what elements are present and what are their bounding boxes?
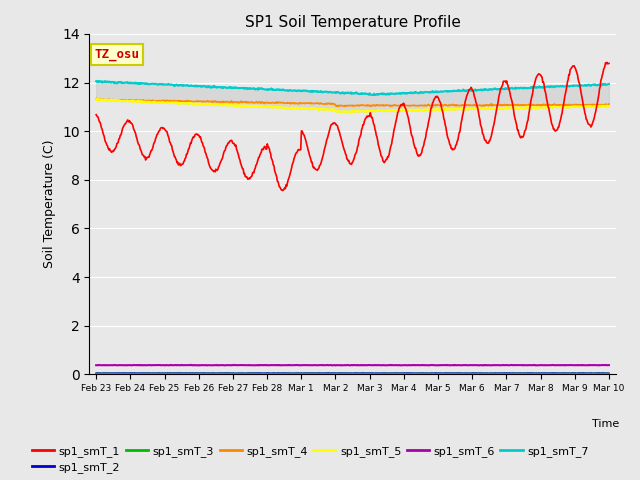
sp1_smT_4 — [605, 101, 612, 107]
sp1_smT_1 — [152, 134, 160, 140]
sp1_smT_5 — [406, 107, 414, 113]
sp1_smT_6 — [332, 362, 339, 368]
sp1_smT_1 — [292, 150, 300, 156]
sp1_smT_5 — [92, 96, 100, 102]
sp1_smT_5 — [348, 109, 355, 115]
sp1_smT_3 — [435, 371, 443, 376]
sp1_smT_2 — [247, 370, 255, 376]
sp1_smT_4 — [92, 96, 100, 102]
sp1_smT_5 — [153, 99, 161, 105]
sp1_smT_6 — [273, 362, 280, 368]
Line: sp1_smT_5: sp1_smT_5 — [96, 99, 609, 112]
sp1_smT_6 — [605, 362, 612, 368]
Title: SP1 Soil Temperature Profile: SP1 Soil Temperature Profile — [244, 15, 460, 30]
sp1_smT_4 — [435, 102, 443, 108]
sp1_smT_7 — [605, 81, 612, 87]
sp1_smT_1 — [272, 172, 280, 178]
sp1_smT_2 — [605, 371, 612, 376]
Line: sp1_smT_1: sp1_smT_1 — [96, 62, 609, 191]
sp1_smT_5 — [273, 105, 280, 110]
sp1_smT_7 — [95, 78, 102, 84]
sp1_smT_6 — [92, 362, 100, 368]
sp1_smT_3 — [145, 371, 153, 376]
sp1_smT_3 — [273, 371, 280, 376]
sp1_smT_1 — [279, 188, 287, 193]
sp1_smT_1 — [605, 60, 612, 66]
sp1_smT_2 — [435, 370, 442, 376]
sp1_smT_2 — [152, 371, 160, 376]
sp1_smT_6 — [248, 362, 255, 368]
sp1_smT_6 — [292, 362, 300, 368]
sp1_smT_4 — [273, 99, 280, 105]
sp1_smT_6 — [406, 362, 414, 368]
sp1_smT_5 — [292, 106, 300, 111]
sp1_smT_1 — [603, 60, 611, 65]
sp1_smT_2 — [315, 371, 323, 376]
sp1_smT_2 — [292, 371, 300, 376]
sp1_smT_7 — [370, 92, 378, 98]
sp1_smT_4 — [153, 98, 161, 104]
sp1_smT_3 — [419, 371, 426, 377]
sp1_smT_3 — [92, 371, 100, 376]
sp1_smT_7 — [92, 78, 100, 84]
sp1_smT_5 — [248, 103, 255, 108]
sp1_smT_4 — [387, 104, 394, 109]
Y-axis label: Soil Temperature (C): Soil Temperature (C) — [44, 140, 56, 268]
sp1_smT_4 — [406, 103, 414, 108]
sp1_smT_2 — [92, 371, 100, 376]
sp1_smT_3 — [605, 371, 612, 376]
sp1_smT_5 — [94, 96, 102, 102]
sp1_smT_3 — [248, 371, 255, 376]
sp1_smT_3 — [406, 371, 413, 376]
sp1_smT_2 — [406, 371, 413, 376]
sp1_smT_7 — [292, 88, 300, 94]
sp1_smT_5 — [605, 103, 612, 109]
sp1_smT_7 — [273, 87, 280, 93]
sp1_smT_4 — [292, 101, 300, 107]
sp1_smT_7 — [435, 89, 443, 95]
sp1_smT_7 — [406, 90, 414, 96]
sp1_smT_6 — [152, 362, 160, 368]
sp1_smT_3 — [292, 371, 300, 376]
sp1_smT_5 — [435, 107, 443, 113]
sp1_smT_7 — [248, 86, 255, 92]
Text: TZ_osu: TZ_osu — [95, 48, 140, 61]
sp1_smT_1 — [406, 122, 413, 128]
Line: sp1_smT_4: sp1_smT_4 — [96, 98, 609, 107]
sp1_smT_3 — [153, 371, 161, 376]
Line: sp1_smT_7: sp1_smT_7 — [96, 81, 609, 95]
sp1_smT_4 — [248, 99, 255, 105]
sp1_smT_7 — [153, 82, 161, 87]
sp1_smT_6 — [188, 362, 195, 368]
sp1_smT_2 — [272, 371, 280, 376]
sp1_smT_1 — [435, 96, 442, 101]
Legend: sp1_smT_1, sp1_smT_2, sp1_smT_3, sp1_smT_4, sp1_smT_5, sp1_smT_6, sp1_smT_7: sp1_smT_1, sp1_smT_2, sp1_smT_3, sp1_smT… — [28, 441, 593, 478]
sp1_smT_4 — [93, 96, 100, 101]
X-axis label: Time: Time — [591, 419, 619, 429]
sp1_smT_1 — [92, 112, 100, 118]
sp1_smT_6 — [435, 362, 443, 368]
sp1_smT_2 — [550, 370, 558, 376]
sp1_smT_1 — [247, 174, 255, 180]
